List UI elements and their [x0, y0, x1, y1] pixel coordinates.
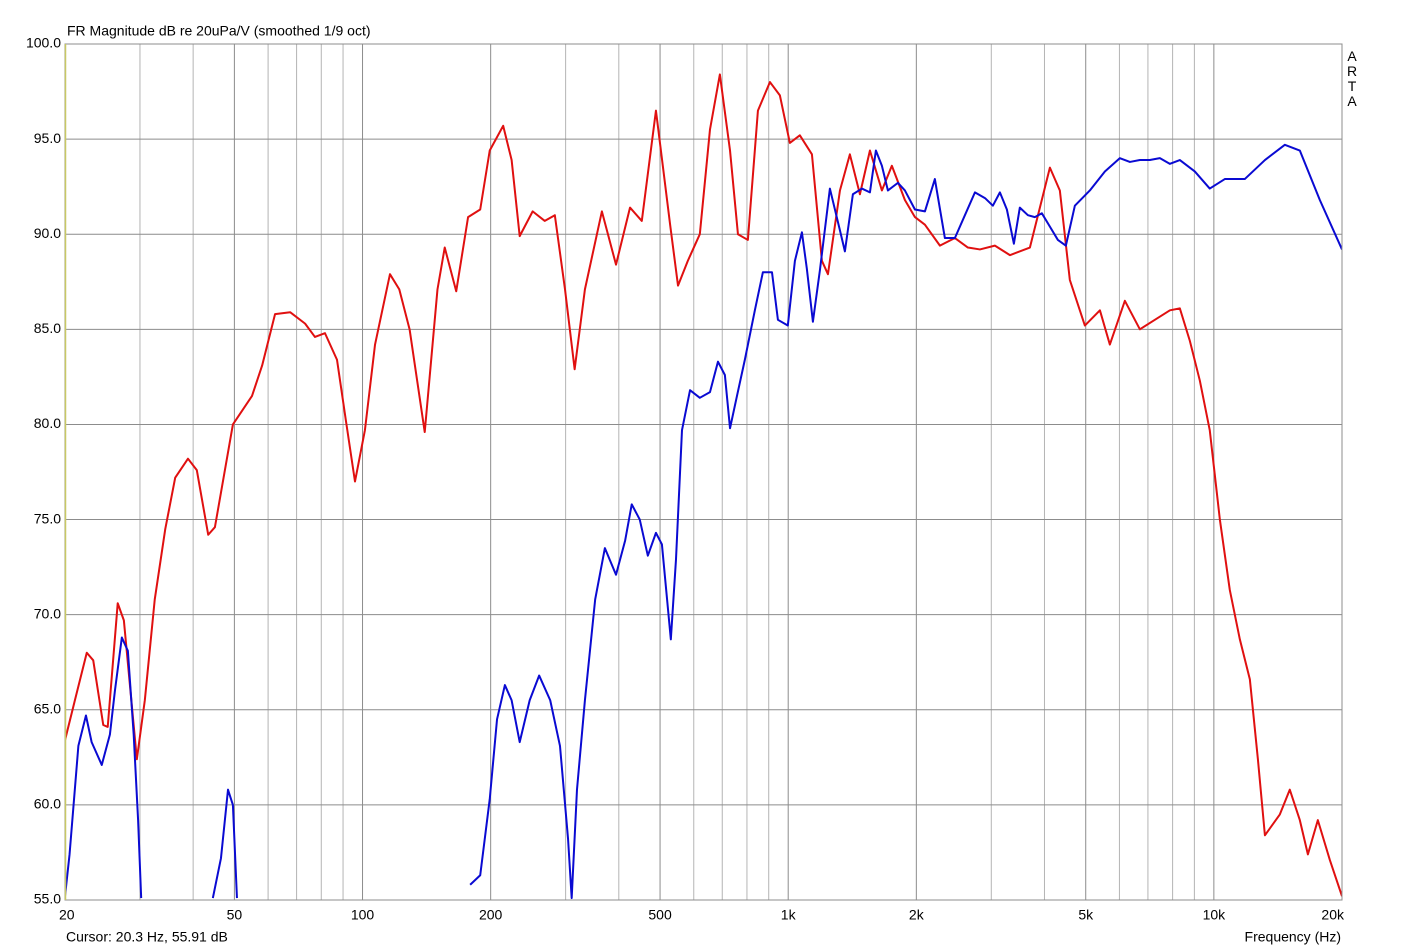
x-tick-label: 100 [351, 907, 375, 923]
y-tick-label: 65.0 [34, 700, 61, 716]
y-tick-label: 80.0 [34, 415, 61, 431]
series-line [65, 143, 1342, 900]
series-line [65, 73, 1342, 897]
watermark: ARTA [1344, 48, 1360, 108]
x-tick-label: 20 [59, 907, 75, 923]
x-tick-label: 50 [227, 907, 243, 923]
y-tick-label: 75.0 [34, 510, 61, 526]
chart-title: FR Magnitude dB re 20uPa/V (smoothed 1/9… [67, 23, 371, 39]
y-tick-label: 85.0 [34, 320, 61, 336]
y-tick-label: 60.0 [34, 796, 61, 812]
x-axis-label: Frequency (Hz) [1245, 929, 1341, 945]
y-tick-label: 70.0 [34, 605, 61, 621]
y-tick-label: 55.0 [34, 891, 61, 907]
plot-area [65, 73, 1342, 900]
y-tick-label: 90.0 [34, 225, 61, 241]
x-tick-label: 20k [1321, 907, 1345, 923]
x-tick-label: 500 [648, 907, 672, 923]
x-tick-label: 10k [1203, 907, 1227, 923]
x-tick-label: 2k [909, 907, 925, 923]
x-tick-label: 200 [479, 907, 503, 923]
x-tick-label: 5k [1078, 907, 1094, 923]
y-tick-label: 95.0 [34, 130, 61, 146]
cursor-readout: Cursor: 20.3 Hz, 55.91 dB [66, 929, 228, 945]
y-tick-label: 100.0 [26, 35, 61, 51]
x-tick-label: 1k [781, 907, 797, 923]
